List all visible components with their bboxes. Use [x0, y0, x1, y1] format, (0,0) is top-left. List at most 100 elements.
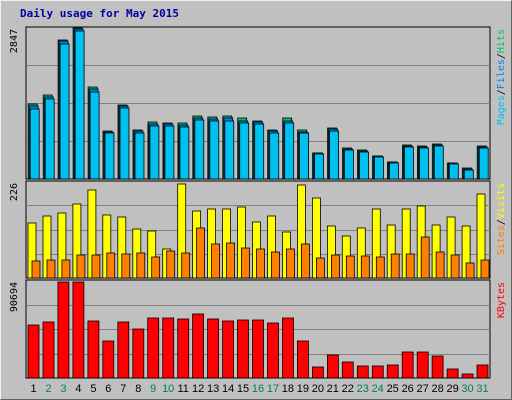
- bar-sites-day-9: [151, 256, 161, 279]
- day-label-26: 26: [402, 383, 414, 395]
- right-label-part: KBytes: [496, 282, 507, 318]
- bar-pages-day-4: [74, 30, 85, 180]
- bar-pages-day-14: [224, 120, 235, 180]
- bar-kbytes-day-15: [237, 319, 249, 379]
- right-label-part: /: [496, 53, 507, 59]
- bar-pages-day-21: [329, 130, 340, 180]
- bar-kbytes-day-22: [341, 361, 354, 379]
- bar-pages-day-25: [388, 162, 399, 180]
- bar-pages-day-17: [269, 132, 280, 180]
- bar-sites-day-13: [211, 243, 221, 279]
- right-label-hits_files_pages: Pages/Files/Hits: [496, 29, 507, 125]
- day-label-3: 3: [60, 383, 66, 395]
- bar-sites-day-2: [46, 259, 56, 279]
- day-label-7: 7: [120, 383, 126, 395]
- bar-sites-day-26: [405, 253, 415, 279]
- bar-sites-day-21: [330, 254, 340, 279]
- bar-sites-day-19: [300, 243, 310, 279]
- bar-kbytes-day-31: [476, 364, 489, 379]
- bar-pages-day-24: [374, 156, 384, 180]
- bar-kbytes-day-11: [177, 318, 190, 379]
- right-label-kbytes: KBytes: [496, 282, 507, 318]
- bar-kbytes-day-27: [416, 351, 429, 379]
- bar-pages-day-15: [239, 122, 250, 180]
- day-label-18: 18: [282, 383, 294, 395]
- bar-sites-day-23: [360, 255, 370, 279]
- bar-sites-day-20: [315, 257, 325, 279]
- bar-kbytes-day-1: [27, 324, 40, 379]
- day-label-12: 12: [192, 383, 204, 395]
- bar-kbytes-day-10: [162, 317, 175, 379]
- day-label-27: 27: [416, 383, 428, 395]
- bar-pages-day-16: [254, 123, 265, 180]
- bar-pages-day-13: [209, 120, 220, 180]
- bar-pages-day-12: [194, 119, 205, 180]
- day-label-17: 17: [267, 383, 279, 395]
- bar-pages-day-11: [179, 126, 190, 180]
- bar-pages-day-3: [59, 43, 70, 180]
- bar-kbytes-day-12: [192, 313, 205, 379]
- bar-sites-day-29: [450, 254, 460, 279]
- y-max-label-hits_files_pages: 2847: [9, 29, 20, 53]
- bar-pages-day-31: [478, 147, 489, 180]
- right-label-visits_sites: Sites/Visits: [496, 183, 507, 255]
- y-max-label-kbytes: 90694: [9, 282, 20, 312]
- day-label-22: 22: [342, 383, 354, 395]
- bar-kbytes-day-19: [296, 340, 309, 379]
- bar-kbytes-day-20: [311, 366, 324, 379]
- bar-kbytes-day-21: [326, 354, 339, 379]
- chart-title: Daily usage for May 2015: [20, 7, 179, 20]
- right-label-part: Sites: [496, 225, 507, 255]
- bar-pages-day-29: [448, 163, 459, 180]
- right-label-part: Hits: [496, 29, 507, 53]
- bar-sites-day-8: [136, 252, 146, 279]
- bar-pages-day-28: [433, 145, 444, 180]
- day-label-21: 21: [327, 383, 339, 395]
- bar-pages-day-6: [104, 132, 115, 180]
- day-label-10: 10: [162, 383, 174, 395]
- bar-sites-day-14: [226, 242, 236, 279]
- bar-pages-day-19: [299, 132, 310, 180]
- bar-pages-day-26: [403, 146, 414, 180]
- bar-pages-day-10: [164, 125, 175, 180]
- bar-sites-day-6: [106, 252, 116, 279]
- bar-sites-day-16: [256, 248, 265, 279]
- day-label-2: 2: [45, 383, 51, 395]
- bar-sites-day-18: [286, 248, 295, 279]
- bar-sites-day-31: [480, 259, 490, 279]
- day-label-20: 20: [312, 383, 324, 395]
- day-label-23: 23: [357, 383, 369, 395]
- bar-sites-day-17: [271, 251, 280, 279]
- bar-kbytes-day-6: [102, 340, 115, 379]
- day-label-28: 28: [431, 383, 443, 395]
- day-label-5: 5: [90, 383, 96, 395]
- bar-kbytes-day-26: [401, 351, 414, 379]
- bar-sites-day-11: [181, 252, 191, 279]
- bar-pages-day-23: [359, 151, 369, 180]
- bar-kbytes-day-7: [117, 321, 130, 379]
- bar-sites-day-28: [435, 251, 445, 279]
- day-label-15: 15: [237, 383, 249, 395]
- bar-pages-day-2: [44, 98, 55, 180]
- bar-kbytes-day-29: [446, 368, 459, 379]
- bar-sites-day-22: [345, 255, 355, 279]
- day-label-24: 24: [372, 383, 384, 395]
- bar-pages-day-9: [149, 125, 160, 180]
- bar-pages-day-20: [314, 153, 325, 180]
- y-max-label-visits_sites: 226: [9, 183, 20, 201]
- bar-sites-day-24: [375, 256, 385, 279]
- bar-kbytes-day-9: [147, 317, 160, 379]
- right-label-part: /: [496, 89, 507, 95]
- right-label-part: /: [496, 219, 507, 225]
- bar-kbytes-day-8: [132, 328, 145, 379]
- bar-kbytes-day-13: [207, 318, 220, 379]
- bar-pages-day-22: [344, 149, 354, 180]
- day-label-8: 8: [135, 383, 141, 395]
- bar-kbytes-day-30: [461, 373, 474, 379]
- bar-sites-day-7: [121, 253, 131, 279]
- bar-sites-day-4: [76, 254, 86, 279]
- day-label-29: 29: [446, 383, 458, 395]
- bar-sites-day-15: [241, 247, 250, 279]
- day-label-6: 6: [105, 383, 111, 395]
